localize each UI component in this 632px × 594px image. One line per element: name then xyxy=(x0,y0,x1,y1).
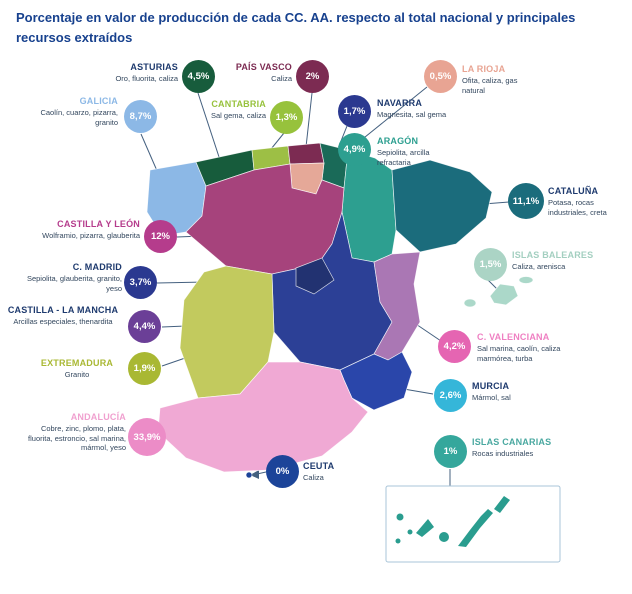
region-name: NAVARRA xyxy=(377,98,423,108)
lanzarote-island xyxy=(494,496,510,513)
label-la-rioja: LA RIOJA Ofita, caliza, gas natural xyxy=(462,64,540,95)
label-andalucia: ANDALUCÍA Cobre, zinc, plomo, plata, flu… xyxy=(20,412,126,452)
region-resources: Caliza xyxy=(303,473,324,483)
region-name: CEUTA xyxy=(303,461,335,471)
region-name: PAÍS VASCO xyxy=(235,62,292,72)
region-pais-vasco-shape xyxy=(287,142,325,165)
badge-la-rioja: 0,5% xyxy=(424,60,457,93)
badge-castilla-leon: 12% xyxy=(144,220,177,253)
ceuta-arrow-icon xyxy=(250,470,259,479)
region-resources: Caliza xyxy=(271,74,292,84)
badge-andalucia: 33,9% xyxy=(128,418,166,456)
la-gomera-island xyxy=(407,529,413,535)
region-name: CASTILLA Y LEÓN xyxy=(57,219,140,229)
region-resources: Mármol, sal xyxy=(472,393,511,403)
region-name: GALICIA xyxy=(79,96,118,106)
label-asturias: ASTURIAS Oro, fluorita, caliza xyxy=(58,62,178,84)
region-resources: Potasa, rocas industriales, creta xyxy=(548,198,607,217)
badge-ceuta: 0% xyxy=(266,455,299,488)
region-name: CANTABRIA xyxy=(211,99,266,109)
badge-murcia: 2,6% xyxy=(434,379,467,412)
badge-extremadura: 1,9% xyxy=(128,352,161,385)
region-resources: Sal gema, caliza xyxy=(210,111,266,121)
tenerife-island xyxy=(416,519,434,537)
region-resources: Caolín, cuarzo, pizarra, granito xyxy=(40,108,118,127)
badge-valenciana: 4,2% xyxy=(438,330,471,363)
leader-line-asturias xyxy=(197,92,222,164)
badge-galicia: 8,7% xyxy=(124,100,157,133)
label-murcia: MURCIA Mármol, sal xyxy=(472,381,562,403)
region-resources: Oro, fluorita, caliza xyxy=(115,74,178,84)
la-palma-island xyxy=(396,513,404,521)
ibiza-island xyxy=(463,298,477,308)
label-navarra: NAVARRA Magnesita, sal gema xyxy=(377,98,487,120)
region-name: CATALUÑA xyxy=(548,186,599,196)
region-name: C. VALENCIANA xyxy=(477,332,550,342)
canary-inset-box xyxy=(385,485,561,563)
region-name: ISLAS CANARIAS xyxy=(472,437,552,447)
region-andalucia-shape xyxy=(157,361,369,473)
region-resources: Cobre, zinc, plomo, plata, fluorita, est… xyxy=(28,424,126,452)
region-name: EXTREMADURA xyxy=(40,358,114,368)
label-cantabria: CANTABRIA Sal gema, caliza xyxy=(180,99,266,121)
mallorca-island xyxy=(489,283,519,306)
menorca-island xyxy=(518,276,534,284)
badge-cantabria: 1,3% xyxy=(270,101,303,134)
label-cataluna: CATALUÑA Potasa, rocas industriales, cre… xyxy=(548,186,626,217)
label-extremadura: EXTREMADURA Granito xyxy=(30,358,124,380)
badge-castilla-mancha: 4,4% xyxy=(128,310,161,343)
region-name: CASTILLA - LA MANCHA xyxy=(7,305,119,315)
badge-islas-baleares: 1,5% xyxy=(474,248,507,281)
region-resources: Caliza, arenisca xyxy=(512,262,566,272)
region-ceuta-shape xyxy=(245,471,253,479)
region-name: ASTURIAS xyxy=(130,62,178,72)
badge-pais-vasco: 2% xyxy=(296,60,329,93)
badge-asturias: 4,5% xyxy=(182,60,215,93)
region-madrid-shape xyxy=(295,257,335,295)
region-cataluna-shape xyxy=(391,159,493,253)
region-canarias-shapes xyxy=(395,496,510,547)
region-resources: Arcillas especiales, thenardita xyxy=(13,317,113,327)
region-resources: Ofita, caliza, gas natural xyxy=(462,76,518,95)
page-title: Porcentaje en valor de producción de cad… xyxy=(16,10,576,45)
region-resources: Sepiolita, glauberita, granito, yeso xyxy=(26,274,122,293)
region-resources: Wolframio, pizarra, glauberita xyxy=(42,231,140,241)
badge-navarra: 1,7% xyxy=(338,95,371,128)
badge-aragon: 4,9% xyxy=(338,133,371,166)
badge-cataluna: 11,1% xyxy=(508,183,544,219)
region-baleares-shapes xyxy=(463,276,534,308)
label-castilla-leon: CASTILLA Y LEÓN Wolframio, pizarra, glau… xyxy=(0,219,140,241)
region-resources: Sal marina, caolín, caliza marmórea, tur… xyxy=(477,344,561,363)
label-ceuta: CEUTA Caliza xyxy=(303,461,373,483)
badge-islas-canarias: 1% xyxy=(434,435,467,468)
badge-madrid: 3,7% xyxy=(124,266,157,299)
label-madrid: C. MADRID Sepiolita, glauberita, granito… xyxy=(20,262,122,293)
label-castilla-mancha: CASTILLA - LA MANCHA Arcillas especiales… xyxy=(0,305,126,327)
region-name: C. MADRID xyxy=(72,262,122,272)
fuerteventura-island xyxy=(458,509,493,547)
label-valenciana: C. VALENCIANA Sal marina, caolín, caliza… xyxy=(477,332,589,363)
region-name: ARAGÓN xyxy=(377,136,419,146)
label-aragon: ARAGÓN Sepiolita, arcilla refractaria xyxy=(377,136,461,167)
region-name: MURCIA xyxy=(472,381,510,391)
region-name: ANDALUCÍA xyxy=(70,412,126,422)
gran-canaria-island xyxy=(439,532,449,542)
region-name: LA RIOJA xyxy=(462,64,506,74)
label-islas-canarias: ISLAS CANARIAS Rocas industriales xyxy=(472,437,572,459)
region-resources: Sepiolita, arcilla refractaria xyxy=(377,148,430,167)
label-islas-baleares: ISLAS BALEARES Caliza, arenisca xyxy=(512,250,607,272)
region-resources: Magnesita, sal gema xyxy=(377,110,447,120)
region-resources: Granito xyxy=(64,370,90,380)
label-pais-vasco: PAÍS VASCO Caliza xyxy=(210,62,292,84)
el-hierro-island xyxy=(395,538,401,544)
leader-line-pais-vasco xyxy=(305,92,313,148)
label-galicia: GALICIA Caolín, cuarzo, pizarra, granito xyxy=(28,96,118,127)
region-name: ISLAS BALEARES xyxy=(512,250,594,260)
region-resources: Rocas industriales xyxy=(472,449,534,459)
